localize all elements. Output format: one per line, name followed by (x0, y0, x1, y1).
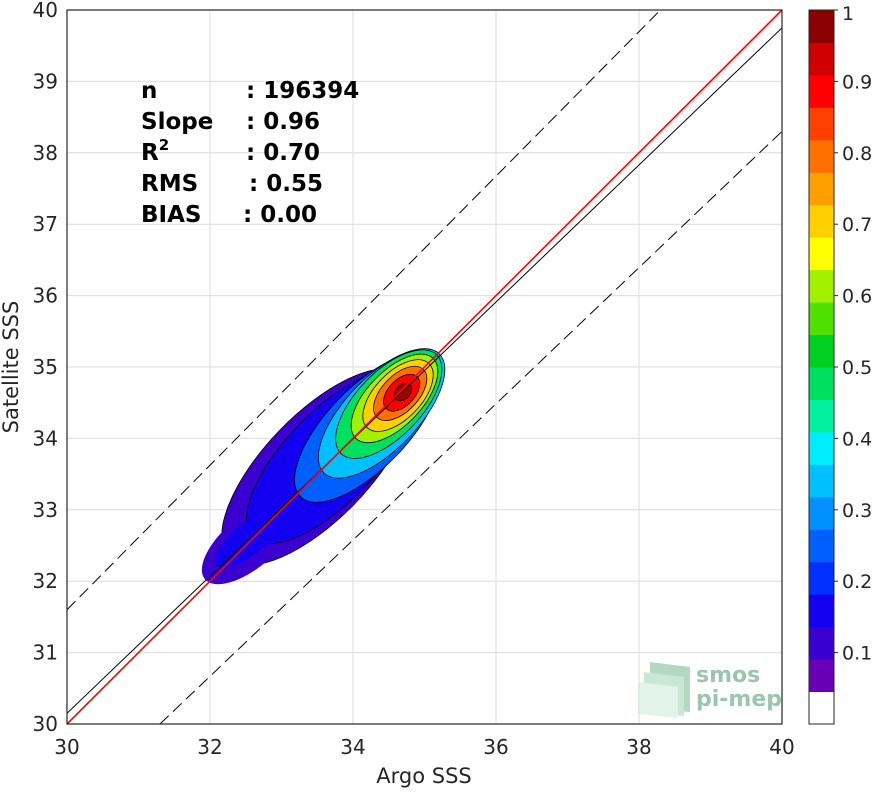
y-tick-label: 31 (33, 641, 58, 665)
colorbar-segment (809, 594, 834, 628)
colorbar-tick-label: 0.3 (842, 500, 872, 522)
y-tick-label: 30 (33, 712, 58, 736)
colorbar-segment (809, 464, 834, 498)
colorbar-tick-label: 0.8 (842, 143, 872, 165)
colorbar-tick-label: 0.2 (842, 571, 872, 593)
stat-value: : 0.00 (243, 202, 317, 228)
colorbar-segment (809, 496, 834, 530)
colorbar-segment (809, 626, 834, 660)
logo-text-pimep: pi-mep (696, 687, 782, 712)
colorbar-segment (809, 399, 834, 433)
stat-key: R2 (141, 136, 169, 166)
x-tick-label: 36 (483, 735, 508, 759)
colorbar-segment (809, 74, 834, 108)
colorbar-tick-label: 0.1 (842, 643, 872, 665)
colorbar-segment (809, 431, 834, 465)
colorbar-tick-label: 0.6 (842, 286, 872, 308)
y-tick-label: 37 (33, 212, 58, 236)
x-tick-label: 32 (197, 735, 222, 759)
fit-line (67, 27, 782, 714)
colorbar-segment (809, 269, 834, 303)
x-tick-label: 40 (769, 735, 794, 759)
colorbar-segment (809, 42, 834, 76)
x-tick-label: 34 (340, 735, 365, 759)
stat-key: n (141, 78, 157, 104)
x-tick-label: 30 (54, 735, 79, 759)
y-tick-label: 35 (33, 355, 58, 379)
colorbar-segment (809, 204, 834, 238)
stat-value: : 0.96 (246, 109, 320, 135)
colorbar-segment (809, 367, 834, 400)
stat-key-superscript: 2 (159, 136, 169, 154)
y-tick-label: 32 (33, 569, 58, 593)
colorbar-segment (809, 10, 834, 43)
colorbar-segment (809, 237, 834, 271)
stat-value: : 0.70 (246, 140, 320, 166)
colorbar-tick-label: 1 (842, 3, 854, 25)
colorbar-segment (809, 659, 834, 693)
smos-pimep-logo: smos pi-mep (638, 662, 782, 718)
y-tick-label: 36 (33, 284, 58, 308)
colorbar-tick-label: 0.9 (842, 71, 872, 93)
colorbar (809, 10, 834, 725)
colorbar-segment (809, 561, 834, 595)
stat-value: : 196394 (246, 78, 359, 104)
y-tick-label: 34 (33, 426, 58, 450)
y-tick-label: 33 (33, 498, 58, 522)
x-axis-label: Argo SSS (376, 764, 471, 788)
colorbar-tick-label: 0.4 (842, 428, 872, 450)
y-tick-label: 38 (33, 141, 58, 165)
stat-key: Slope (141, 109, 213, 135)
stat-key: BIAS (141, 202, 201, 228)
identity-line (67, 10, 782, 724)
colorbar-segment (809, 172, 834, 206)
logo-text-smos: smos (696, 663, 760, 688)
colorbar-segment (809, 334, 834, 368)
reference-lines (67, 10, 782, 724)
statistics-box: n : 196394 Slope : 0.96 R2 : 0.70 RMS : 0.55 BIA… (141, 78, 359, 228)
colorbar-segment (809, 529, 834, 563)
x-tick-label: 38 (626, 735, 651, 759)
colorbar-tick-label: 0.7 (842, 214, 872, 236)
stat-value: : 0.55 (249, 171, 323, 197)
stat-key: RMS (141, 171, 198, 197)
y-tick-labels: 30 31 32 33 34 35 36 37 38 39 40 (33, 0, 58, 736)
colorbar-segment (809, 107, 834, 141)
colorbar-segment (809, 302, 834, 336)
y-tick-label: 39 (33, 69, 58, 93)
x-tick-labels: 30 32 34 36 38 40 (54, 735, 794, 759)
upper-bound-line (67, 10, 661, 611)
colorbar-segment (809, 691, 834, 725)
colorbar-segment (809, 139, 834, 173)
y-axis-label: Satellite SSS (0, 301, 23, 434)
y-tick-label: 40 (33, 0, 58, 22)
plot-frame (66, 9, 783, 725)
colorbar-tick-label: 0.5 (842, 357, 872, 379)
colorbar-tick-labels: 0.1 0.2 0.3 0.4 0.5 0.6 0.7 0.8 0.9 1 (834, 3, 872, 665)
